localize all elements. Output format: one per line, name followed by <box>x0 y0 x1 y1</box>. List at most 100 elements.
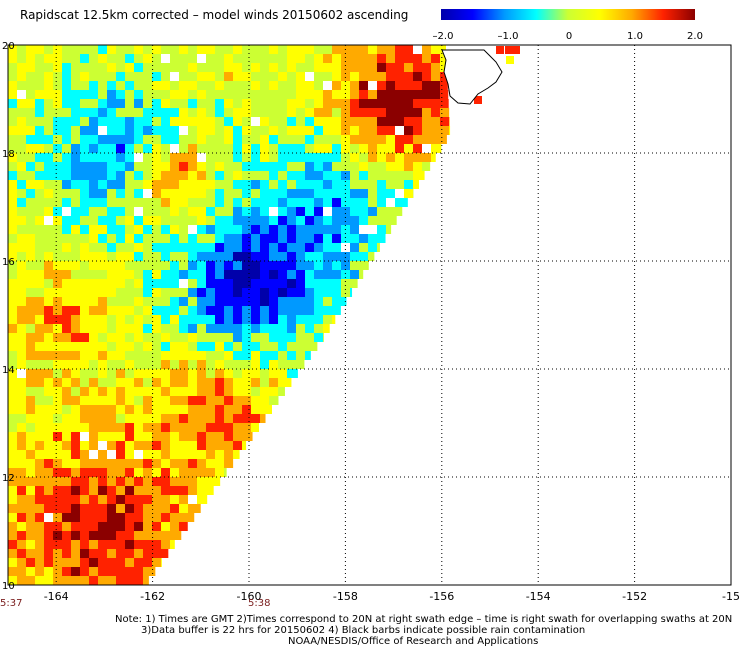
wind-cell <box>80 441 89 450</box>
wind-cell <box>44 45 53 54</box>
wind-cell <box>8 531 17 540</box>
wind-cell <box>125 378 134 387</box>
wind-cell <box>161 270 170 279</box>
wind-cell <box>71 414 80 423</box>
wind-cell <box>107 81 116 90</box>
wind-cell <box>26 180 35 189</box>
wind-cell <box>377 54 386 63</box>
wind-cell <box>206 252 215 261</box>
wind-cell <box>341 216 350 225</box>
wind-cell <box>188 450 197 459</box>
wind-cell <box>98 72 107 81</box>
wind-cell <box>505 46 513 54</box>
wind-cell <box>296 342 305 351</box>
wind-cell <box>188 324 197 333</box>
wind-cell <box>8 126 17 135</box>
wind-cell <box>98 333 107 342</box>
wind-cell <box>269 153 278 162</box>
wind-cell <box>323 279 332 288</box>
wind-cell <box>197 324 206 333</box>
wind-cell <box>179 225 188 234</box>
wind-cell <box>116 396 125 405</box>
wind-cell <box>215 387 224 396</box>
wind-cell <box>107 387 116 396</box>
wind-cell <box>71 387 80 396</box>
wind-cell <box>161 441 170 450</box>
wind-cell <box>35 234 44 243</box>
wind-cell <box>71 72 80 81</box>
wind-cell <box>143 495 152 504</box>
wind-cell <box>98 351 107 360</box>
wind-cell <box>98 513 107 522</box>
wind-cell <box>188 117 197 126</box>
wind-cell <box>305 81 314 90</box>
wind-cell <box>134 45 143 54</box>
wind-cell <box>161 522 170 531</box>
wind-cell <box>269 90 278 99</box>
wind-cell <box>179 441 188 450</box>
wind-cell <box>44 243 53 252</box>
wind-cell <box>89 99 98 108</box>
wind-cell <box>98 270 107 279</box>
wind-cell <box>8 261 17 270</box>
wind-cell <box>179 468 188 477</box>
wind-cell <box>125 252 134 261</box>
wind-cell <box>278 360 287 369</box>
wind-cell <box>359 117 368 126</box>
wind-cell <box>197 90 206 99</box>
wind-cell <box>278 126 287 135</box>
wind-cell <box>53 153 62 162</box>
longitude-tick-label: -152 <box>622 590 647 603</box>
wind-cell <box>332 108 341 117</box>
wind-cell <box>80 234 89 243</box>
wind-cell <box>422 126 431 135</box>
wind-cell <box>242 279 251 288</box>
wind-cell <box>35 81 44 90</box>
wind-cell <box>323 45 332 54</box>
wind-cell <box>17 99 26 108</box>
wind-cell <box>170 522 179 531</box>
wind-cell <box>161 234 170 243</box>
wind-cell <box>233 144 242 153</box>
wind-cell <box>350 243 359 252</box>
wind-cell <box>134 252 143 261</box>
wind-cell <box>305 306 314 315</box>
wind-cell <box>260 63 269 72</box>
map-title: Rapidscat 12.5km corrected – model winds… <box>20 8 409 22</box>
wind-cell <box>62 117 71 126</box>
wind-cell <box>62 261 71 270</box>
wind-cell <box>71 270 80 279</box>
wind-cell <box>35 477 44 486</box>
wind-cell <box>395 171 404 180</box>
wind-cell <box>206 387 215 396</box>
wind-cell <box>215 234 224 243</box>
wind-cell <box>26 207 35 216</box>
wind-cell <box>323 234 332 243</box>
wind-cell <box>134 162 143 171</box>
wind-cell <box>134 90 143 99</box>
wind-cell <box>197 387 206 396</box>
wind-cell <box>98 171 107 180</box>
wind-cell <box>53 315 62 324</box>
wind-cell <box>62 216 71 225</box>
wind-cell <box>305 45 314 54</box>
wind-cell <box>116 216 125 225</box>
wind-cell <box>80 180 89 189</box>
wind-cell <box>44 531 53 540</box>
wind-cell <box>17 360 26 369</box>
wind-cell <box>278 180 287 189</box>
wind-cell <box>368 63 377 72</box>
wind-cell <box>53 495 62 504</box>
wind-cell <box>251 207 260 216</box>
wind-cell <box>116 477 125 486</box>
wind-cell <box>440 108 449 117</box>
wind-cell <box>260 162 269 171</box>
wind-cell <box>215 144 224 153</box>
wind-cell <box>170 234 179 243</box>
wind-cell <box>26 396 35 405</box>
wind-cell <box>179 162 188 171</box>
wind-cell <box>62 171 71 180</box>
wind-cell <box>80 189 89 198</box>
wind-cell <box>377 108 386 117</box>
wind-cell <box>71 189 80 198</box>
